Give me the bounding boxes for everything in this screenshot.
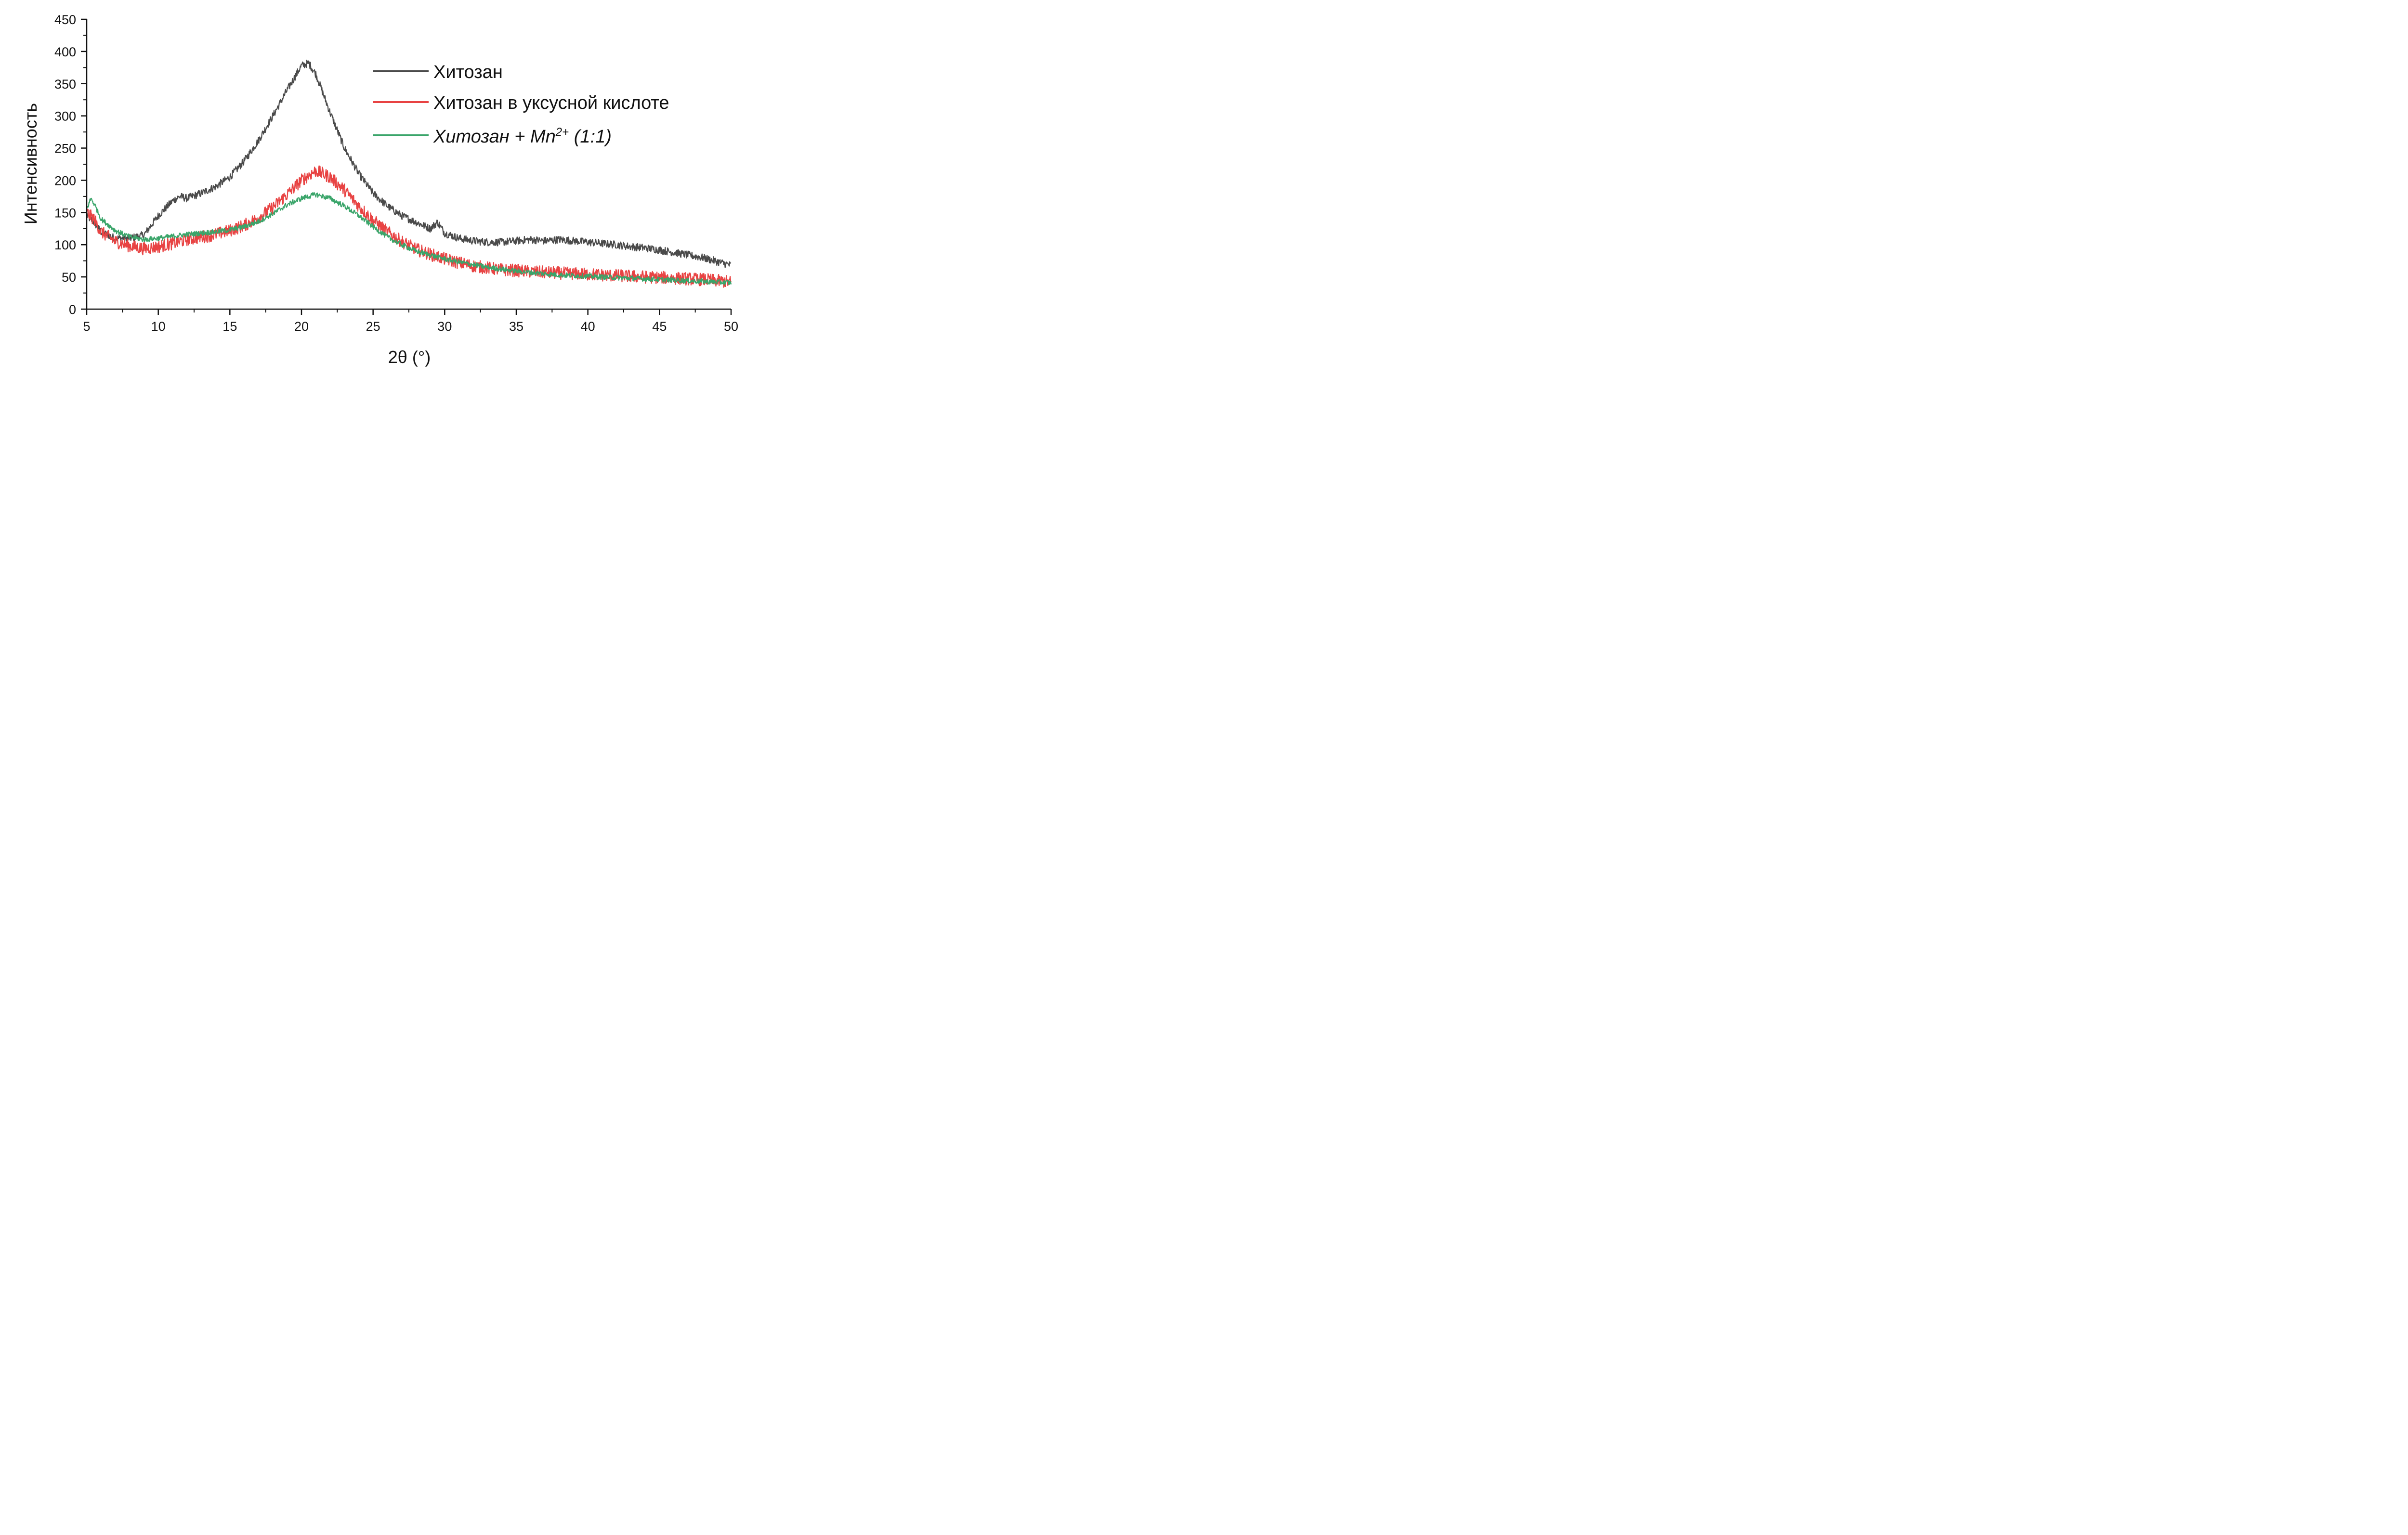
x-ticks: 5 10 15 20 25 30 35 40 45 50: [83, 309, 738, 334]
y-tick-label-400: 400: [54, 45, 76, 59]
x-tick-label-5: 5: [83, 319, 90, 334]
xrd-chart: 0 50 100 150 200 250 300 350 400 450 5 10 15 20 25 30 3…: [21, 13, 738, 367]
legend-label-2-sup: 2+: [555, 126, 569, 139]
x-tick-label-50: 50: [724, 319, 738, 334]
x-tick-label-30: 30: [437, 319, 452, 334]
legend-label-1: Хитозан в уксусной кислоте: [433, 93, 669, 113]
y-ticks: 0 50 100 150 200 250 300 350 400 450: [54, 13, 87, 317]
legend-label-2-suffix: (1:1): [569, 127, 612, 147]
x-axis-title: 2θ (°): [388, 347, 431, 367]
y-tick-label-100: 100: [54, 238, 76, 252]
x-tick-label-20: 20: [294, 319, 309, 334]
y-tick-label-250: 250: [54, 142, 76, 156]
y-tick-label-50: 50: [62, 270, 76, 285]
x-tick-label-35: 35: [509, 319, 523, 334]
legend: Хитозан Хитозан в уксусной кислоте Хитоз…: [373, 62, 669, 147]
series-line-0: [86, 59, 732, 268]
x-tick-label-10: 10: [151, 319, 166, 334]
y-tick-label-150: 150: [54, 206, 76, 220]
x-tick-label-40: 40: [581, 319, 595, 334]
y-tick-label-350: 350: [54, 77, 76, 91]
legend-label-0: Хитозан: [433, 62, 503, 82]
x-tick-label-15: 15: [222, 319, 237, 334]
y-tick-label-200: 200: [54, 173, 76, 188]
legend-label-2: Хитозан + Mn2+ (1:1): [433, 126, 612, 147]
legend-label-2-prefix: Хитозан + Mn: [433, 127, 556, 147]
y-tick-label-300: 300: [54, 109, 76, 124]
x-tick-label-45: 45: [652, 319, 667, 334]
series-line-2: [86, 192, 732, 286]
series-layer: [86, 59, 732, 288]
y-tick-label-450: 450: [54, 13, 76, 27]
x-tick-label-25: 25: [366, 319, 380, 334]
y-tick-label-0: 0: [69, 302, 76, 317]
series-line-1: [86, 165, 732, 288]
y-axis-title: Интенсивность: [21, 103, 40, 224]
